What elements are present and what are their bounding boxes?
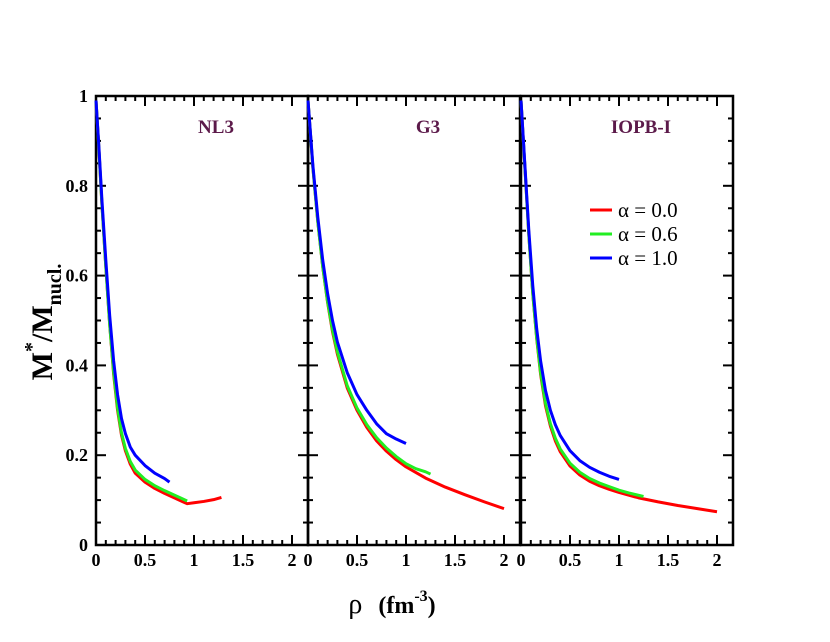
legend-label: α = 1.0 — [618, 246, 678, 270]
y-axis-title: M*/Mnucl. — [21, 264, 66, 381]
panel-frame — [519, 94, 735, 547]
panel-0: 0 0.5 1 1.5 2 NL3 — [92, 94, 310, 570]
panel-label: NL3 — [198, 117, 234, 138]
x-tick-label: 1 — [615, 550, 624, 570]
y-tick-label: 0.4 — [66, 355, 89, 375]
y-axis-title-sub: nucl. — [44, 264, 66, 306]
series-line-0-0 — [94, 100, 222, 506]
x-tick-label: 2 — [500, 550, 509, 570]
x-axis-title-close: ) — [428, 593, 436, 619]
panel-2: 0 0.5 1 1.5 2 IOPB-I — [517, 94, 735, 570]
series-line-2-0 — [519, 100, 718, 514]
x-axis-title-unit: (fm — [378, 593, 414, 619]
y-axis-title-base: M — [26, 352, 59, 380]
x-tick-label: 0.5 — [346, 550, 369, 570]
legend-label: α = 0.0 — [618, 198, 678, 222]
series-line-2-1 — [519, 100, 644, 498]
panel-label: IOPB-I — [611, 117, 671, 138]
x-tick-label: 0.5 — [134, 550, 157, 570]
x-tick-label: 1.5 — [444, 550, 467, 570]
x-tick-label: 1 — [402, 550, 411, 570]
y-tick-label: 0.2 — [66, 445, 89, 465]
x-tick-label: 0 — [92, 550, 101, 570]
series-line-1-2 — [306, 100, 407, 445]
x-tick-label: 0 — [517, 550, 526, 570]
x-tick-label: 1.5 — [657, 550, 680, 570]
panel-1: 0 0.5 1 1.5 2 G3 — [304, 94, 522, 570]
y-tick-label: 1 — [79, 86, 88, 106]
x-axis-title-exp: -3 — [414, 588, 427, 605]
y-tick-label: 0.6 — [66, 266, 89, 286]
panel-frame — [306, 94, 522, 547]
y-tick-label: 0.8 — [66, 176, 89, 196]
x-axis-title: ρ (fm-3) — [348, 588, 435, 620]
series-line-1-0 — [306, 100, 505, 511]
x-axis-title-symbol: ρ — [348, 589, 362, 620]
x-tick-label: 0.5 — [559, 550, 582, 570]
x-tick-label: 1.5 — [232, 550, 255, 570]
x-tick-label: 2 — [713, 550, 722, 570]
series-line-2-2 — [519, 100, 620, 481]
panel-label: G3 — [416, 117, 440, 138]
legend: α = 0.0α = 0.6α = 1.0 — [590, 198, 678, 270]
x-tick-label: 1 — [190, 550, 199, 570]
panel-frame — [94, 94, 310, 547]
series-line-0-2 — [94, 100, 171, 484]
y-axis-title-sup: * — [21, 342, 43, 352]
x-tick-label: 0 — [304, 550, 313, 570]
x-tick-label: 2 — [288, 550, 297, 570]
legend-label: α = 0.6 — [618, 222, 678, 246]
y-axis-title-mid: /M — [26, 305, 59, 343]
y-tick-label: 0 — [79, 535, 88, 555]
